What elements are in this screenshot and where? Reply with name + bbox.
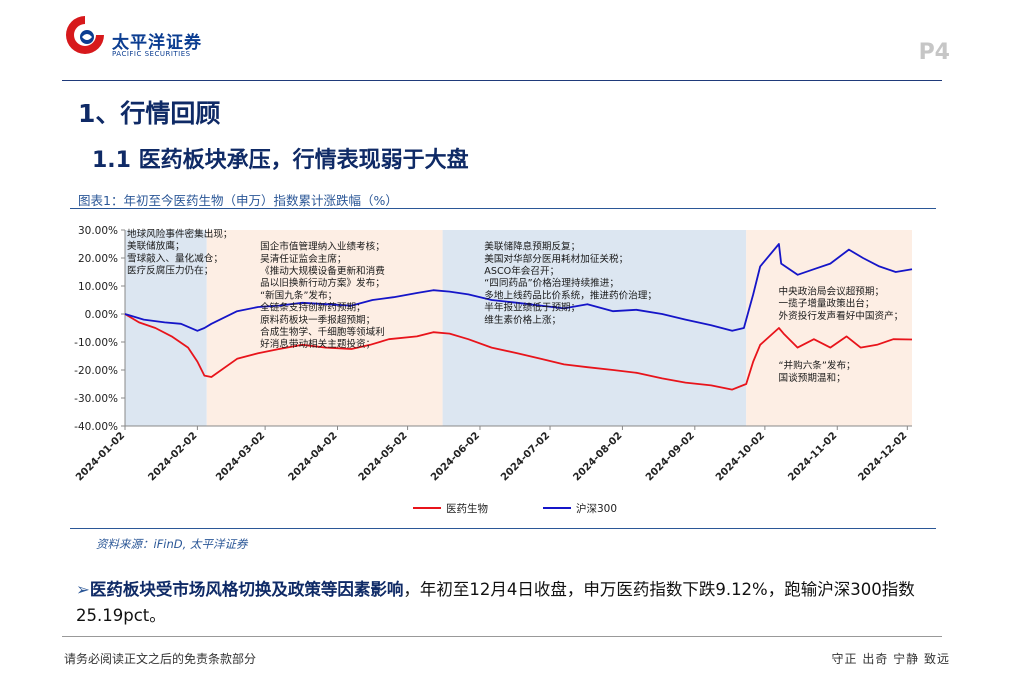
- annotation-line: 多地上线药品比价系统，推进药价治理；: [484, 289, 657, 301]
- y-tick-label: -10.00%: [74, 337, 118, 349]
- annotation-line: “并购六条”发布；: [779, 360, 856, 372]
- annotation-line: 地球风险事件密集出现；: [127, 228, 233, 240]
- annotation-line: 美国对华部分医用耗材加征关税；: [484, 253, 628, 265]
- series-line: [124, 313, 913, 391]
- section-heading: 1、行情回顾: [78, 99, 221, 128]
- y-tick-label: 10.00%: [78, 281, 118, 293]
- x-tick-label: 2024-10-02: [714, 430, 767, 483]
- footer-disclaimer: 请务必阅读正文之后的免责条款部分: [64, 652, 257, 666]
- brand-name-en: PACIFIC SECURITIES: [112, 50, 191, 58]
- series-line: [124, 243, 913, 332]
- x-tick-label: 2024-08-02: [572, 430, 625, 483]
- annotation-line: 维生素价格上涨；: [484, 314, 561, 326]
- annotation-line: “新国九条”发布；: [260, 289, 337, 301]
- annotation-line: 国企市值管理纳入业绩考核；: [260, 241, 385, 253]
- annotation-line: 国谈预期温和；: [779, 372, 846, 384]
- summary-text: ，年初至12月4日收盘，申万医药指数下跌9.12%，跑输沪深300指数25.19…: [76, 580, 915, 625]
- x-tick-label: 2024-03-02: [214, 430, 267, 483]
- annotation-block: 中央政治局会议超预期；一揽子增量政策出台；外资投行发声看好中国资产；: [779, 285, 904, 321]
- x-tick-label: 2024-05-02: [357, 430, 410, 483]
- annotation-block: 国企市值管理纳入业绩考核；吴清任证监会主席；《推动大规模设备更新和消费品以旧换新…: [260, 241, 385, 351]
- annotation-line: 好消息带动相关主题投资；: [260, 338, 375, 350]
- y-tick-label: 30.00%: [78, 225, 118, 237]
- annotation-line: 雪球敲入、量化减仓；: [127, 252, 223, 264]
- annotation-line: 外资投行发声看好中国资产；: [779, 310, 904, 322]
- footer-divider: [62, 636, 942, 637]
- x-tick-label: 2024-06-02: [429, 430, 482, 483]
- annotation-line: 原料药板块一季报超预期；: [260, 314, 375, 326]
- figure-caption: 图表1：年初至今医药生物（申万）指数累计涨跌幅（%）: [78, 193, 398, 208]
- shaded-period: [746, 230, 912, 426]
- y-tick-label: -40.00%: [74, 421, 118, 433]
- brand-name-cn: 太平洋证券: [112, 33, 202, 53]
- annotation-block: 地球风险事件密集出现；美联储放鹰；雪球敲入、量化减仓；医疗反腐压力仍在；: [127, 228, 233, 277]
- annotation-line: 半年报业绩低于预期；: [484, 302, 580, 314]
- y-tick-label: -30.00%: [74, 393, 118, 405]
- annotation-line: 医疗反腐压力仍在；: [127, 265, 213, 277]
- y-tick-label: 0.00%: [85, 309, 118, 321]
- bullet-arrow-icon: ➢: [76, 580, 90, 599]
- x-tick-label: 2024-01-02: [74, 430, 127, 483]
- x-tick-label: 2024-02-02: [147, 430, 200, 483]
- summary-highlight: 医药板块受市场风格切换及政策等因素影响: [89, 580, 404, 599]
- shaded-period: [206, 230, 443, 426]
- legend-label: 医药生物: [446, 502, 488, 515]
- x-tick-label: 2024-07-02: [499, 430, 552, 483]
- header-divider: [62, 80, 942, 81]
- annotation-line: 吴清任证监会主席；: [260, 253, 346, 265]
- figure-bottom-rule: [70, 528, 936, 529]
- pacific-securities-logo-icon: [66, 16, 104, 54]
- annotation-block: 美联储降息预期反复；美国对华部分医用耗材加征关税；ASCO年会召开；“四同药品”…: [484, 241, 657, 326]
- annotation-line: 美联储降息预期反复；: [484, 241, 580, 253]
- annotation-line: 中央政治局会议超预期；: [779, 285, 885, 297]
- annotation-line: 《推动大规模设备更新和消费: [260, 265, 385, 277]
- x-tick-label: 2024-11-02: [786, 430, 839, 483]
- annotation-line: 全链条支持创新药预期；: [260, 302, 366, 314]
- x-tick-label: 2024-09-02: [644, 430, 697, 483]
- annotation-line: 一揽子增量政策出台；: [779, 298, 875, 310]
- y-tick-label: -20.00%: [74, 365, 118, 377]
- annotation-line: ASCO年会召开；: [484, 265, 559, 277]
- figure-source: 资料来源：iFinD, 太平洋证券: [96, 537, 248, 551]
- figure-top-rule: [70, 208, 936, 209]
- page-number: P4: [918, 40, 950, 65]
- shaded-period: [442, 230, 747, 426]
- x-tick-label: 2024-12-02: [856, 430, 909, 483]
- legend-label: 沪深300: [576, 502, 617, 515]
- annotation-line: “四同药品”价格治理持续推进；: [484, 277, 619, 289]
- annotation-line: 合成生物学、千细胞等领域利: [260, 326, 385, 338]
- subsection-heading: 1.1 医药板块承压，行情表现弱于大盘: [92, 148, 469, 173]
- footer-motto: 守正 出奇 宁静 致远: [831, 652, 950, 666]
- annotation-line: 品以旧换新行动方案》发布；: [260, 277, 385, 289]
- x-tick-label: 2024-04-02: [287, 430, 340, 483]
- annotation-line: 美联储放鹰；: [127, 240, 185, 252]
- annotation-block: “并购六条”发布；国谈预期温和；: [779, 360, 856, 384]
- summary-paragraph: ➢医药板块受市场风格切换及政策等因素影响，年初至12月4日收盘，申万医药指数下跌…: [76, 577, 946, 629]
- y-tick-label: 20.00%: [78, 253, 118, 265]
